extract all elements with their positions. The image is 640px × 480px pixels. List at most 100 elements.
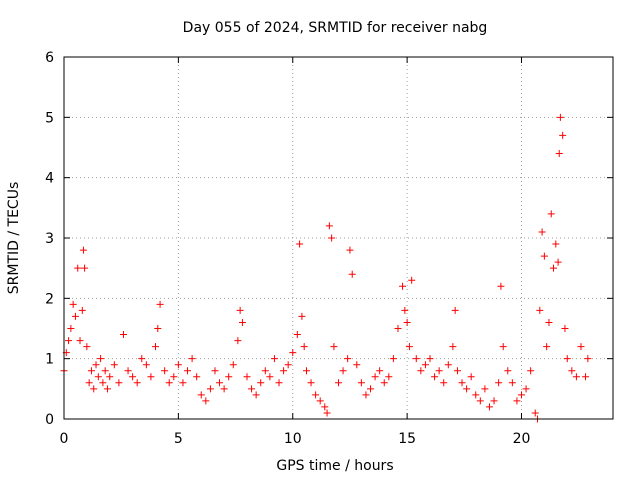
data-point	[449, 343, 457, 351]
data-point	[476, 397, 484, 405]
data-point	[316, 397, 324, 405]
data-point	[401, 306, 409, 314]
data-point	[156, 300, 164, 308]
data-point	[76, 337, 84, 345]
data-point	[435, 367, 443, 375]
data-point	[357, 379, 365, 387]
data-point	[101, 367, 109, 375]
data-points	[60, 113, 592, 423]
data-point	[133, 379, 141, 387]
data-point	[152, 343, 159, 351]
y-tick-label: 1	[45, 352, 54, 368]
data-point	[289, 349, 297, 357]
y-tick-label: 0	[45, 412, 54, 428]
data-point	[472, 391, 480, 399]
data-point	[270, 355, 278, 363]
data-point	[572, 373, 580, 381]
data-point	[325, 222, 333, 230]
x-tick-label: 5	[174, 431, 183, 447]
axis-ticks	[63, 56, 613, 420]
data-point	[257, 379, 265, 387]
data-point	[453, 367, 461, 375]
data-point	[87, 367, 95, 375]
x-tick-label: 10	[284, 431, 302, 447]
data-point	[302, 367, 310, 375]
data-point	[97, 355, 105, 363]
data-point	[220, 385, 228, 393]
y-tick-label: 6	[45, 50, 54, 66]
data-point	[561, 325, 569, 332]
data-point	[300, 343, 308, 351]
data-point	[522, 385, 530, 393]
y-tick-label: 2	[45, 291, 54, 307]
data-point	[99, 379, 107, 387]
data-point	[90, 385, 98, 393]
data-point	[451, 306, 459, 314]
data-point	[431, 373, 439, 381]
data-point	[275, 379, 283, 387]
data-point	[504, 367, 512, 375]
data-point	[527, 367, 535, 375]
data-point	[495, 379, 503, 387]
data-point	[211, 367, 219, 375]
data-point	[389, 355, 397, 363]
data-point	[467, 373, 475, 381]
data-point	[485, 403, 493, 411]
data-point	[261, 367, 269, 375]
data-point	[74, 264, 82, 272]
data-point	[371, 373, 379, 381]
data-point	[174, 361, 182, 369]
data-point	[238, 318, 246, 326]
data-point	[426, 355, 434, 363]
data-point	[129, 373, 137, 381]
data-point	[92, 361, 100, 369]
data-point	[252, 391, 260, 399]
data-point	[328, 234, 336, 242]
data-point	[216, 379, 224, 387]
data-point	[225, 373, 233, 381]
y-tick-label: 5	[45, 110, 54, 126]
x-tick-label: 20	[513, 431, 531, 447]
tick-labels: 0 5 10 15 20 0 1 2 3 4 5 6	[45, 50, 530, 447]
data-point	[552, 240, 560, 248]
data-point	[518, 391, 525, 399]
data-point	[78, 306, 86, 314]
data-point	[243, 373, 251, 381]
data-point	[280, 367, 288, 375]
data-point	[399, 282, 407, 290]
data-point	[85, 379, 93, 387]
y-tick-label: 3	[45, 231, 54, 247]
data-point	[335, 379, 342, 387]
data-point	[412, 355, 420, 363]
data-point	[296, 240, 304, 248]
data-point	[582, 373, 590, 381]
data-point	[248, 385, 256, 393]
data-point	[540, 252, 548, 260]
data-point	[481, 385, 489, 393]
x-axis-label: GPS time / hours	[276, 458, 393, 474]
data-point	[584, 355, 592, 363]
data-point	[115, 379, 123, 387]
data-point	[550, 264, 558, 272]
data-point	[307, 379, 315, 387]
data-point	[138, 355, 146, 363]
data-point	[193, 373, 201, 381]
data-point	[380, 379, 388, 387]
data-point	[321, 403, 329, 411]
data-point	[124, 367, 132, 375]
data-point	[312, 391, 320, 399]
data-point	[266, 373, 274, 381]
data-point	[463, 385, 471, 393]
data-point	[284, 361, 292, 369]
data-point	[110, 361, 118, 369]
x-tick-label: 15	[398, 431, 416, 447]
data-point	[202, 397, 210, 405]
data-point	[555, 150, 563, 158]
data-point	[165, 379, 173, 387]
data-point	[376, 367, 384, 375]
data-point	[547, 210, 555, 218]
data-point	[346, 246, 354, 254]
data-point	[79, 246, 87, 254]
data-point	[161, 367, 169, 375]
data-point	[339, 367, 347, 375]
